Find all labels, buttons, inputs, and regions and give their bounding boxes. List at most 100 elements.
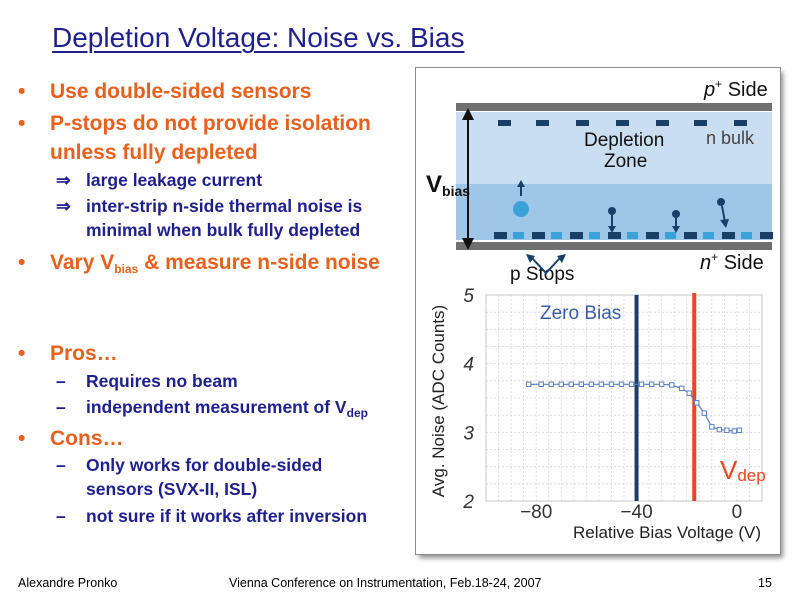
p-strip: [734, 120, 747, 126]
subpoint-thermal-noise: ⇒ inter-strip n-side thermal noise is mi…: [56, 194, 406, 242]
p-strip: [616, 120, 629, 126]
data-point: [648, 381, 655, 387]
bullet-text: P-stops do not provide isolation unless …: [50, 112, 371, 164]
x-tick-labels: −80 −40 0: [520, 502, 742, 523]
bullet-text: Pros…: [50, 342, 118, 365]
y-tick-label: 2: [462, 492, 474, 513]
bullet-pstops: • P-stops do not provide isolation unles…: [18, 109, 400, 167]
p-side-strips: [498, 120, 747, 126]
data-point: [628, 381, 635, 387]
data-point: [638, 381, 645, 387]
hole-carrier: [513, 201, 529, 217]
plot-frame: [485, 294, 763, 502]
n-side-strips: [494, 232, 773, 239]
x-axis-label: Relative Bias Voltage (V): [573, 523, 761, 542]
n-strip: [684, 232, 697, 239]
p-stops-pointer-head: [557, 254, 566, 263]
x-tick-label: 0: [732, 502, 743, 523]
bullet-cons: • Cons…: [18, 424, 124, 453]
n-strip: [760, 232, 773, 239]
subpoint-text: large leakage current: [86, 170, 263, 190]
p-side-electrode: [456, 103, 772, 111]
data-point: [679, 385, 685, 392]
depletion-zone-label-1: Depletion: [584, 130, 664, 151]
p-stop: [703, 232, 714, 239]
n-strip: [532, 232, 545, 239]
y-tick-label: 3: [463, 423, 474, 444]
depletion-zone-label-2: Zone: [604, 151, 647, 172]
bullet-pros: • Pros…: [18, 339, 118, 368]
data-point: [558, 381, 564, 387]
p-stop: [589, 232, 600, 239]
bullet-marker: •: [18, 342, 26, 365]
noise-series-points: [525, 381, 743, 434]
p-strip: [536, 120, 549, 126]
y-tick-label: 5: [463, 286, 474, 307]
data-point: [709, 424, 715, 430]
n-side-label: n+ Side: [700, 250, 764, 274]
subpoint-double-sided-only: – Only works for double-sided sensors (S…: [56, 453, 386, 501]
subpoint-text: independent measurement of V: [86, 397, 347, 417]
x-tick-label: −40: [620, 502, 652, 523]
dash-marker: –: [56, 371, 66, 391]
data-point: [686, 390, 692, 396]
noise-series-line: [528, 383, 740, 432]
data-point: [716, 426, 723, 433]
subpoint-text: Requires no beam: [86, 371, 238, 391]
subpoint-text: not sure if it works after inversion: [86, 506, 368, 526]
n-bulk-label: n bulk: [706, 128, 755, 148]
p-stops-label: p Stops: [510, 264, 574, 285]
bullet-marker: •: [18, 80, 26, 103]
subpoint-inversion: – not sure if it works after inversion: [56, 504, 368, 529]
data-point: [588, 381, 595, 387]
data-point: [658, 381, 665, 387]
implies-arrow-icon: ⇒: [56, 170, 71, 190]
electron-carrier: [717, 198, 725, 206]
electron-carrier: [672, 210, 680, 218]
subpoint-leakage: ⇒ large leakage current: [56, 168, 263, 193]
data-point: [525, 381, 532, 387]
bullet-text: Cons…: [50, 427, 124, 450]
vdep-label: Vdep: [720, 455, 766, 485]
p-stop: [627, 232, 638, 239]
p-stops-pointer: [531, 257, 561, 275]
y-axis-label: Avg. Noise (ADC Counts): [429, 305, 448, 497]
data-point: [538, 381, 544, 387]
footer-author: Alexandre Pronko: [18, 576, 118, 590]
p-stop: [665, 232, 676, 239]
p-stop: [741, 232, 752, 239]
bullet-text: Use double-sided sensors: [50, 80, 312, 103]
zero-bias-label: Zero Bias: [540, 303, 621, 324]
subpoint-sub: dep: [346, 406, 368, 420]
p-stop: [551, 232, 562, 239]
data-point: [578, 381, 585, 387]
n-strip: [722, 232, 735, 239]
n-strip: [494, 232, 507, 239]
dash-marker: –: [56, 397, 66, 417]
p-strip: [576, 120, 589, 126]
subpoint-text: Only works for double-sided sensors (SVX…: [86, 455, 323, 499]
p-strip: [498, 120, 511, 126]
implies-arrow-icon: ⇒: [56, 196, 71, 216]
p-strip: [694, 120, 707, 126]
y-tick-label: 4: [463, 355, 474, 376]
n-side-electrode: [456, 242, 772, 250]
electron-arrow-head: [608, 226, 616, 233]
p-strip: [656, 120, 669, 126]
data-point: [724, 427, 730, 433]
x-tick-label: −80: [520, 502, 552, 523]
bullet-vary-vbias: • Vary Vbias & measure n-side noise: [18, 248, 400, 284]
bullet-marker: •: [18, 251, 26, 274]
footer-page-number: 15: [758, 576, 772, 590]
dash-marker: –: [56, 506, 66, 526]
y-tick-labels: 2 3 4 5: [462, 286, 474, 513]
electron-arrow-head: [672, 226, 680, 233]
data-point: [618, 381, 625, 387]
bullet-marker: •: [18, 427, 26, 450]
bullet-text-b: & measure n-side noise: [138, 251, 380, 274]
figure-svg: Vbias p+ Side Depletion Zone n bulk n+ S…: [426, 77, 773, 542]
bullet-text-sub: bias: [114, 262, 139, 276]
p-stop: [513, 232, 524, 239]
vbias-arrow-head-bottom: [462, 238, 474, 250]
subpoint-no-beam: – Requires no beam: [56, 369, 238, 394]
